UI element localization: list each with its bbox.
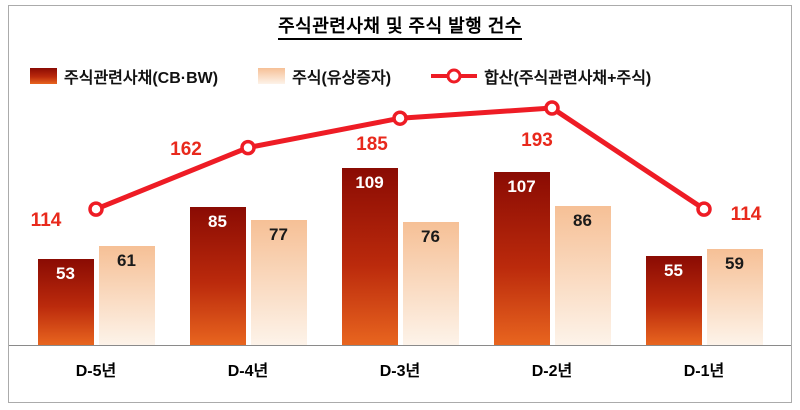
legend-swatch-dark-icon [30,68,57,84]
x-axis-label: D-5년 [75,363,117,380]
bar-value-label: 77 [269,225,288,244]
bar-cb-bw: 109 [341,168,398,345]
bar-value-label: 107 [507,177,536,196]
bar-cb-bw: 55 [645,256,702,345]
legend-label-stock: 주식(유상증자) [292,70,392,87]
bar-stock: 86 [554,206,611,345]
bar-value-label: 109 [355,173,384,192]
line-value-label: 162 [170,138,202,160]
legend: 주식관련사채(CB·BW) 주식(유상증자) 합산(주식관련사채+주식) [30,64,651,88]
bar-value-label: 86 [573,211,592,230]
bar-value-label: 76 [421,227,440,246]
legend-item-cb-bw: 주식관련사채(CB·BW) [30,64,218,88]
line-marker-icon [544,100,560,116]
legend-swatch-light-icon [258,68,286,84]
line-marker-icon [392,110,408,126]
x-axis-label: D-4년 [227,363,269,380]
line-marker-icon [240,139,256,156]
bar-stock: 61 [98,246,155,345]
line-value-label: 193 [521,130,553,151]
line-value-label: 114 [30,210,62,232]
x-axis-label: D-1년 [683,363,725,380]
legend-label-sum: 합산(주식관련사채+주식) [484,70,652,87]
bar-value-label: 55 [664,261,683,280]
line-value-label: 185 [356,134,388,156]
bar-value-label: 59 [725,254,744,273]
bar-stock: 59 [706,249,763,345]
x-axis-line [9,345,791,346]
legend-item-sum: 합산(주식관련사채+주식) [431,64,651,88]
chart-title-text: 주식관련사채 및 주식 발행 건수 [278,16,522,40]
x-axis-label: D-3년 [379,363,421,380]
line-marker-icon [88,201,104,217]
legend-line-marker-icon [431,68,478,84]
bar-stock: 76 [402,222,459,345]
bar-value-label: 61 [117,251,136,270]
bar-cb-bw: 107 [493,172,550,345]
chart-title: 주식관련사채 및 주식 발행 건수 [0,12,800,40]
line-value-label: 114 [730,204,762,226]
bar-value-label: 85 [208,212,227,231]
line-marker-icon [696,201,712,217]
bar-value-label: 53 [56,264,75,283]
legend-label-cb-bw: 주식관련사채(CB·BW) [64,70,219,87]
x-axis-label: D-2년 [531,363,573,380]
bar-cb-bw: 53 [37,259,94,345]
bar-cb-bw: 85 [189,207,246,345]
bar-stock: 77 [250,220,307,345]
legend-item-stock: 주식(유상증자) [258,64,391,88]
